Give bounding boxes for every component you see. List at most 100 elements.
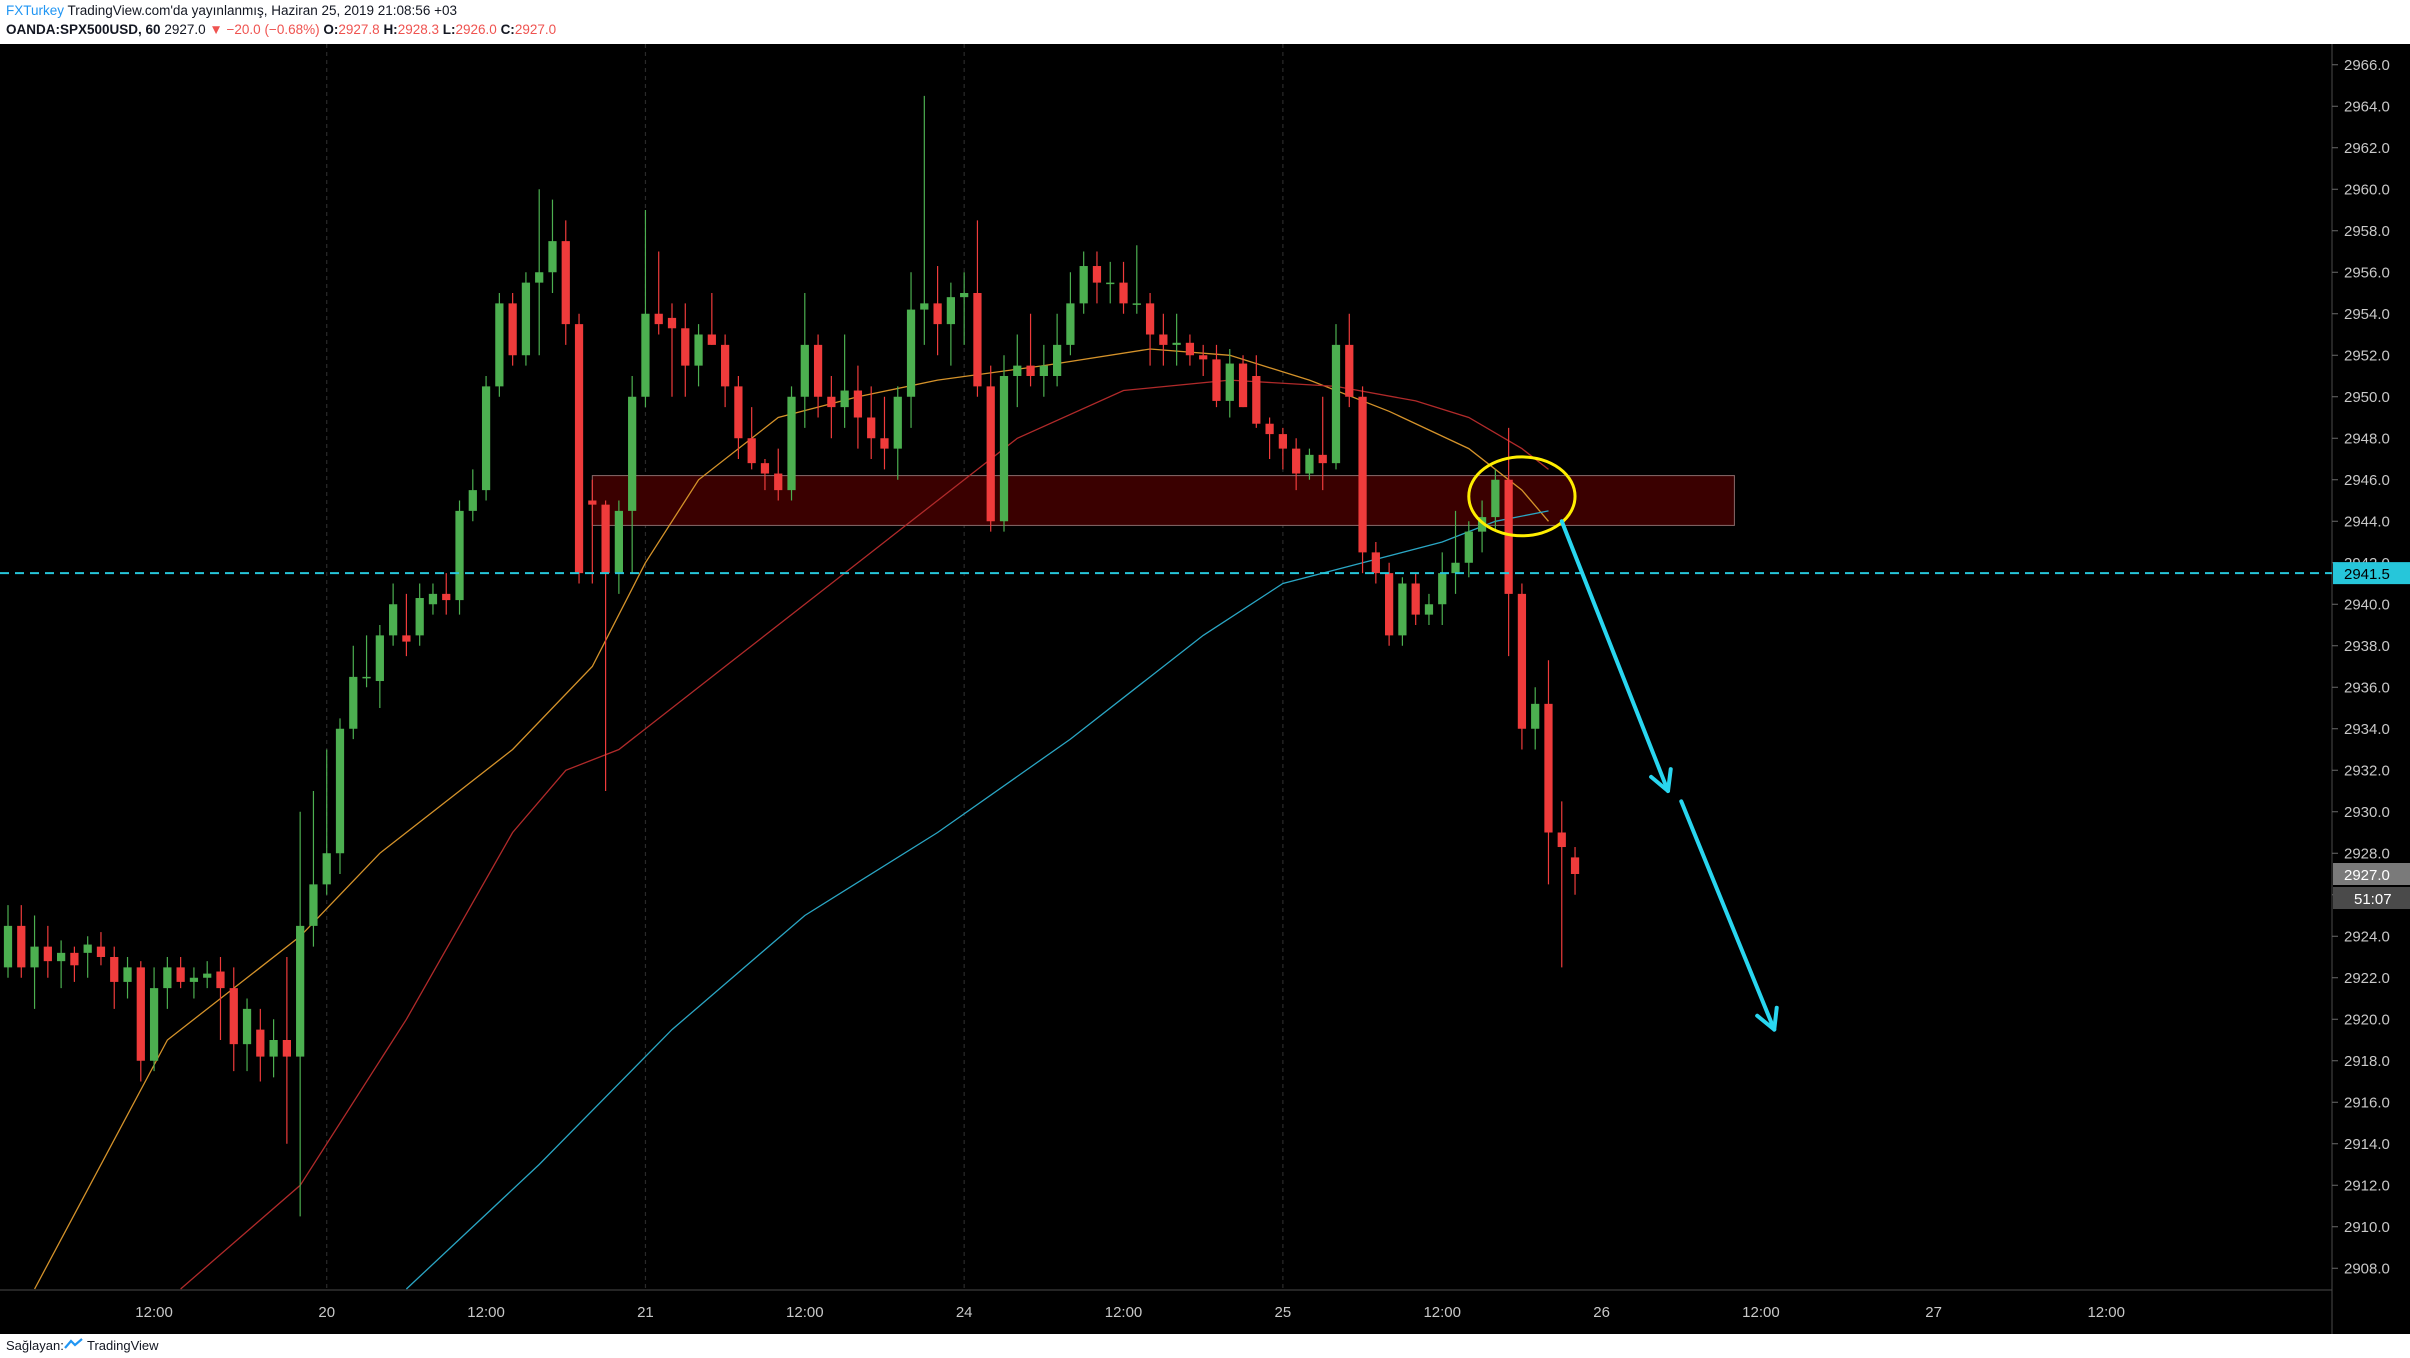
time-tick-label: 12:00 (1742, 1304, 1780, 1321)
candle-body (628, 396, 637, 511)
last-price: 2927.0 (164, 22, 206, 37)
candle-body (296, 925, 305, 1057)
time-tick-label: 12:00 (135, 1304, 173, 1321)
price-tick-label: 2962.0 (2344, 140, 2390, 157)
candle-body (1013, 365, 1022, 376)
price-tick-label: 2964.0 (2344, 98, 2390, 115)
moving-average-line (180, 379, 1549, 1290)
candle-body (574, 324, 584, 574)
price-tick-label: 2928.0 (2344, 845, 2390, 862)
open-value: 2927.8 (338, 22, 380, 37)
candle-body (415, 598, 424, 636)
time-tick-label: 26 (1593, 1304, 1610, 1321)
projection-arrow-line (1679, 799, 1777, 1032)
candle-body (1318, 454, 1327, 464)
level-price-badge (2333, 562, 2410, 585)
price-tick-label: 2944.0 (2344, 513, 2390, 530)
candle-body (256, 1029, 265, 1057)
candle-body (468, 490, 477, 511)
price-tick-label: 2956.0 (2344, 264, 2390, 281)
moving-average-line (405, 510, 1549, 1290)
candle-body (1145, 303, 1155, 335)
candle-body (853, 390, 863, 418)
candle-body (362, 676, 371, 679)
candle-body (1411, 583, 1420, 615)
last-price-badge (2333, 863, 2410, 885)
price-tick-label: 2916.0 (2344, 1094, 2390, 1111)
chart-header: FXTurkey TradingView.com'da yayınlanmış,… (0, 0, 2410, 44)
price-chart[interactable]: 2908.0 2910.0 2912.0 2914.0 2916.0 2918.0 2920… (0, 44, 2410, 1334)
price-tick-label: 2922.0 (2344, 970, 2390, 987)
candle-body (428, 593, 438, 605)
candle-body (654, 313, 663, 325)
candle-body (1504, 479, 1513, 594)
candle-body (1438, 573, 1447, 605)
price-tick-label: 2948.0 (2344, 430, 2390, 447)
price-tick-label: 2958.0 (2344, 223, 2390, 240)
candle-body (760, 463, 770, 474)
candle-body (1106, 282, 1115, 285)
candle-body (229, 988, 238, 1045)
candle-body (1212, 359, 1221, 401)
candle-body (1331, 344, 1341, 464)
tradingview-logo-icon (64, 1338, 84, 1353)
candle-body (1358, 396, 1367, 553)
time-tick-label: 27 (1925, 1304, 1942, 1321)
price-tick-label: 2952.0 (2344, 347, 2390, 364)
candle-body (813, 344, 823, 397)
candle-body (43, 946, 52, 962)
candle-body (920, 303, 929, 310)
time-tick-label: 12:00 (786, 1304, 824, 1321)
candle-body (1039, 365, 1048, 376)
candle-body (402, 635, 411, 642)
candle-body (1385, 573, 1394, 636)
candle-body (960, 293, 969, 298)
price-tick-label: 2954.0 (2344, 306, 2390, 323)
candle-body (189, 977, 199, 982)
candle-body (1225, 363, 1234, 401)
price-tick-label: 2930.0 (2344, 804, 2390, 821)
candle-body (1491, 479, 1500, 518)
candle-body (1292, 448, 1301, 474)
price-tick-label: 2918.0 (2344, 1053, 2390, 1070)
candle-body (349, 676, 358, 729)
candle-body (216, 971, 225, 989)
candle-body (588, 500, 597, 505)
price-tick-label: 2934.0 (2344, 721, 2390, 738)
candle-body (667, 317, 677, 329)
projection-arrow-line (1559, 519, 1670, 793)
change-down-icon: ▼ (209, 22, 223, 37)
candle-body (1371, 552, 1380, 574)
candle-body (561, 241, 570, 325)
price-tick-label: 2960.0 (2344, 181, 2390, 198)
time-tick-label: 12:00 (2087, 1304, 2125, 1321)
tradingview-brand[interactable]: TradingView (87, 1338, 159, 1353)
candle-body (906, 309, 916, 397)
candle-body (242, 1008, 252, 1045)
candle-body (867, 417, 876, 439)
candle-body (521, 282, 531, 356)
candle-body (203, 973, 212, 978)
candle-body (282, 1040, 291, 1057)
candle-body (481, 386, 491, 491)
time-tick-label: 12:00 (467, 1304, 505, 1321)
provided-by-label: Sağlayan: (6, 1338, 64, 1353)
candle-body (375, 635, 384, 682)
candle-body (70, 952, 79, 966)
candle-body (614, 510, 623, 574)
candle-body (827, 396, 836, 408)
countdown-badge (2333, 887, 2410, 909)
candle-body (1265, 423, 1274, 435)
candle-body (1424, 604, 1434, 615)
close-label: C: (500, 22, 515, 37)
candle-body (83, 944, 92, 953)
highlight-ellipse (1467, 455, 1577, 538)
candle-body (707, 334, 716, 345)
candle-body (1238, 363, 1248, 408)
author-link[interactable]: FXTurkey (6, 3, 65, 18)
projection-arrow-head (1649, 767, 1673, 793)
time-tick-label: 20 (318, 1304, 335, 1321)
candle-body (57, 952, 66, 962)
candle-body (535, 272, 544, 283)
candle-body (3, 925, 13, 968)
